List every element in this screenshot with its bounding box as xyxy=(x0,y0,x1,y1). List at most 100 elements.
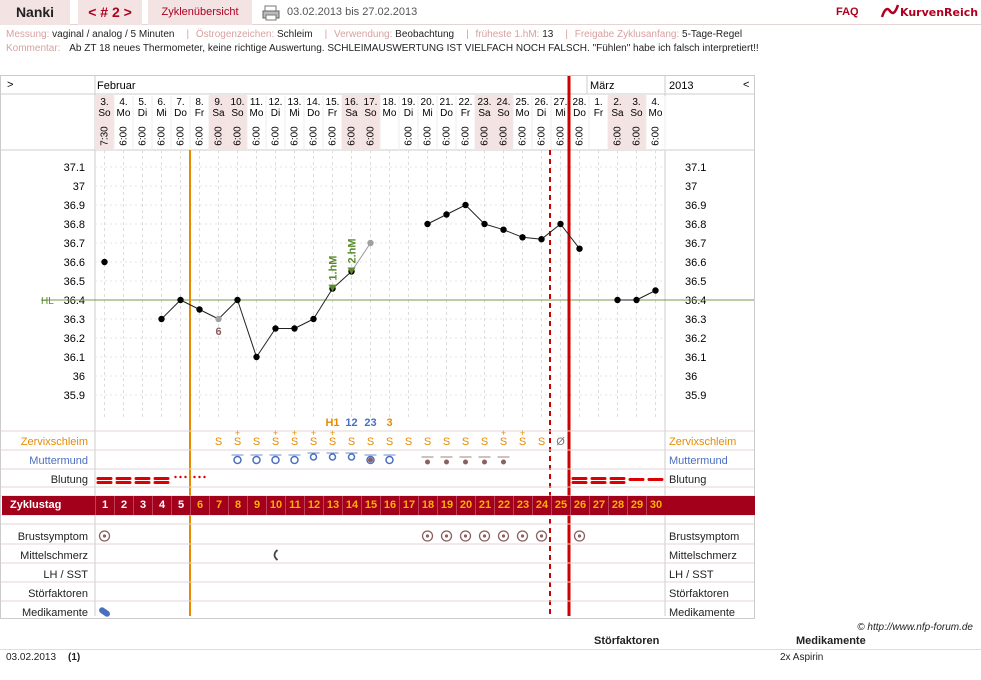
day-weekday: Do xyxy=(307,108,320,119)
day-time: 6:00 xyxy=(651,126,662,146)
day-weekday: Mo xyxy=(516,108,530,119)
zervix-symbol: S xyxy=(367,436,374,448)
weekend-shade xyxy=(608,95,627,150)
temp-label-right: 35.9 xyxy=(685,390,706,402)
cycle-day-cell: 5 xyxy=(171,496,190,515)
breast-symptom-dot xyxy=(463,534,468,538)
row-label-left-zervix: Zervixschleim xyxy=(21,436,88,448)
zervix-plus: + xyxy=(330,428,335,438)
temp-label-right: 36.1 xyxy=(685,352,706,364)
chart-canvas: > <Februar März 20133.So7:304.Mo6:005.Di6:0… xyxy=(1,76,754,618)
day-date: 4. xyxy=(119,97,127,108)
zervix-symbol: S xyxy=(234,436,241,448)
zervix-plus: + xyxy=(273,428,278,438)
row-label-right-brust: Brustsymptom xyxy=(669,531,739,543)
temp-point xyxy=(253,353,260,361)
row-label-right-mittel: Mittelschmerz xyxy=(669,550,737,562)
row-label-left-brust: Brustsymptom xyxy=(18,531,88,543)
cervix-symbol xyxy=(385,455,394,465)
cervix-symbol xyxy=(366,455,375,465)
day-time: 6:00 xyxy=(252,126,263,146)
temp-curve-segment xyxy=(465,204,485,225)
temp-label-left: 36.5 xyxy=(64,276,85,288)
cycle-navigation[interactable]: < # 2 > xyxy=(78,0,142,25)
cycle-day-cell: 20 xyxy=(456,496,475,515)
day-date: 13. xyxy=(288,97,302,108)
bleeding-spot xyxy=(184,475,187,479)
cycle-day-label: Zyklustag xyxy=(10,499,62,511)
zervix-plus: + xyxy=(235,428,240,438)
bleeding-heavy xyxy=(609,481,626,484)
breast-symptom-icon xyxy=(98,530,111,542)
day-weekday: Do xyxy=(573,108,586,119)
logo-text: KurvenReich xyxy=(900,6,979,19)
day-date: 23. xyxy=(478,97,492,108)
zervix-symbol: S xyxy=(405,436,412,448)
user-name[interactable]: Nanki xyxy=(0,0,70,25)
day-date: 22. xyxy=(459,97,473,108)
temp-label-right: 36.2 xyxy=(685,333,706,345)
day-date: 26. xyxy=(535,97,549,108)
zervix-symbol: S xyxy=(291,436,298,448)
cycle-day-cell: 1 xyxy=(95,496,114,515)
hm1-label: 1.hM xyxy=(328,256,340,281)
breast-symptom-dot xyxy=(520,534,525,538)
left-arrow: > xyxy=(7,79,13,91)
cervix-symbol-low xyxy=(463,459,468,465)
temp-label-left: 36.8 xyxy=(64,219,85,231)
day-weekday: Di xyxy=(271,108,280,119)
bleeding-heavy xyxy=(571,477,588,480)
temp-point xyxy=(538,236,545,243)
logo[interactable]: KurvenReich xyxy=(880,0,980,25)
breast-symptom-dot xyxy=(444,534,449,538)
temp-label-right: 36 xyxy=(685,371,697,383)
bleeding-heavy xyxy=(609,477,626,480)
row-label-left-muttermund: Muttermund xyxy=(29,455,88,467)
cervix-symbol xyxy=(328,453,337,461)
weekend-shade xyxy=(95,95,114,150)
breast-symptom-icon xyxy=(573,530,586,542)
temp-point xyxy=(576,245,583,252)
breast-symptom-icon xyxy=(459,530,472,542)
row-label-right-zervix: Zervixschleim xyxy=(669,436,736,448)
temp-label-right: 36.6 xyxy=(685,257,706,269)
day-date: 5. xyxy=(138,97,146,108)
hm-label: früheste 1.hM: xyxy=(475,29,540,40)
day-weekday: Mi xyxy=(555,108,566,119)
breast-symptom-dot xyxy=(482,534,487,538)
bleeding-heavy xyxy=(153,477,170,480)
freigabe-value: 5-Tage-Regel xyxy=(682,29,743,40)
day-weekday: So xyxy=(630,108,643,119)
day-time: 6:00 xyxy=(271,126,282,146)
day-date: 12. xyxy=(269,97,283,108)
printer-icon[interactable] xyxy=(262,0,282,25)
cycle-overview-tab[interactable]: Zyklenübersicht xyxy=(148,0,252,25)
peak-mark: H1 xyxy=(325,417,339,429)
bleeding-spot xyxy=(203,475,206,479)
day-weekday: Mo xyxy=(649,108,663,119)
zervix-symbol: Ø xyxy=(556,436,565,448)
zervix-symbol: S xyxy=(538,436,545,448)
faq-link[interactable]: FAQ xyxy=(836,6,859,18)
zervix-plus: + xyxy=(292,428,297,438)
day-date: 28. xyxy=(573,97,587,108)
day-time: 6:00 xyxy=(347,126,358,146)
hl-label: HL xyxy=(41,296,54,307)
bleeding-heavy xyxy=(96,477,113,480)
temp-curve-segment xyxy=(161,299,181,320)
temp-point xyxy=(177,296,184,304)
cycle-day-cell: 25 xyxy=(551,496,570,515)
weekend-shade xyxy=(228,95,247,150)
day-date: 27. xyxy=(554,97,568,108)
cycle-day-cell: 16 xyxy=(380,496,399,515)
day-time: 6:00 xyxy=(461,126,472,146)
month-label-feb: Februar xyxy=(97,80,136,92)
cycle-day-cell: 2 xyxy=(114,496,133,515)
temp-point xyxy=(614,296,621,304)
zervix-symbol: S xyxy=(424,436,431,448)
footer-date: 03.02.2013 xyxy=(6,652,57,663)
cycle-day-cell: 3 xyxy=(133,496,152,515)
breast-symptom-icon xyxy=(535,530,548,542)
temp-point xyxy=(196,306,203,313)
year-label: 2013 xyxy=(669,80,693,92)
